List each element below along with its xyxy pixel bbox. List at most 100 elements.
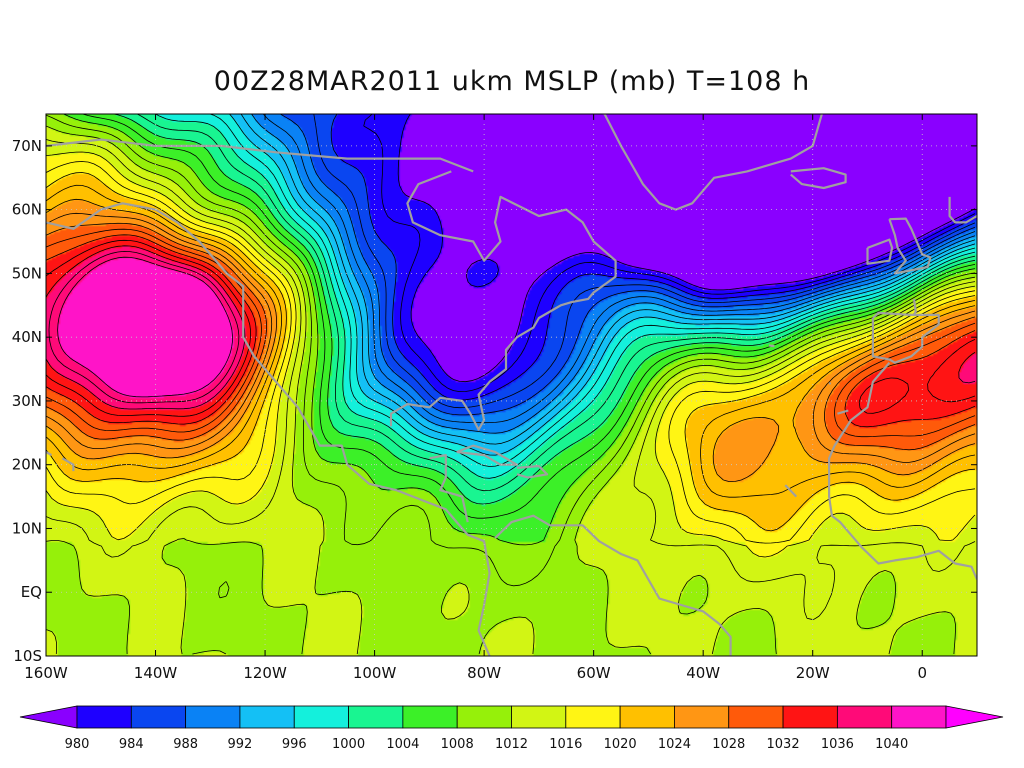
lat-label: 40N [12,328,42,346]
colorbar-swatch [239,705,295,729]
lon-label: 40W [686,664,720,682]
isobar-986 [313,114,976,409]
colorbar-swatch [76,705,132,729]
colorbar-swatch [891,705,947,729]
colorbar-swatch [674,705,730,729]
pressure-field [46,114,977,656]
colorbar-label: 1004 [386,737,419,752]
isobar-1034 [46,239,976,417]
pressure-shading [46,114,977,656]
coastline-0 [46,138,474,173]
isobar-1002 [137,114,976,492]
colorbar-swatch [565,705,621,729]
colorbar-label: 1012 [495,737,528,752]
colorbar-label: 1016 [549,737,582,752]
coastline-6 [494,514,732,656]
isobar-1006 [82,114,976,519]
isobar-994 [240,114,976,445]
lat-label: 30N [12,392,42,410]
isobar-1032 [46,234,976,428]
map-title: 00Z28MAR2011 ukm MSLP (mb) T=108 h [213,66,811,97]
isobar-1016 [46,151,976,558]
isobar-992 [251,114,976,434]
colorbar: 980 984 988 992 996 1000 1004 1008 1012 1016 1020 1… [19,705,1004,752]
colorbar-label: 1000 [332,737,365,752]
lat-label: 50N [12,264,42,282]
lon-label: 120W [243,664,287,682]
colorbar-label: 1032 [767,737,800,752]
coastline-1 [46,202,491,656]
colorbar-label: 1028 [712,737,745,752]
isobar-1038 [48,251,240,404]
colorbar-label: 1024 [658,737,691,752]
coastline-19 [837,409,849,415]
lon-label: 80W [467,664,501,682]
coastline-18 [828,382,832,385]
coastline-5 [516,464,549,479]
lon-label: 160W [24,664,68,682]
coastline-12 [871,311,940,364]
lat-label: 10S [13,647,42,665]
lat-label: 70N [12,137,42,155]
coastline-15 [46,451,53,457]
lat-label: 10N [12,519,42,537]
lat-label: EQ [21,583,42,601]
isobar-1010 [46,114,976,599]
colorbar-swatch [348,705,404,729]
gridlines [46,114,977,656]
colorbar-swatch [782,705,838,729]
colorbar-swatch [185,705,241,729]
coastline-17 [768,344,775,348]
lon-label: 100W [353,664,397,682]
isobar-996 [229,114,976,456]
isobar-1012 [46,125,976,655]
coastline-9 [866,238,894,265]
colorbar-label: 984 [119,737,144,752]
colorbar-label: 1036 [821,737,854,752]
colorbar-label: 1040 [875,737,908,752]
isobar-1024 [46,198,976,482]
lon-label: 20W [796,664,830,682]
isobar-980 [397,114,976,383]
isobar-1040 [57,256,233,398]
colorbar-high-arrow [945,705,1004,729]
isobar-984 [330,114,976,401]
colorbar-swatch [619,705,675,729]
colorbar-swatch [293,705,349,729]
colorbar-label: 1020 [604,737,637,752]
coastline-3 [429,454,469,523]
lat-label: 60N [12,201,42,219]
lon-label: 140W [134,664,178,682]
colorbar-swatch [456,705,512,729]
colorbar-label: 988 [173,737,198,752]
isobar-998 [209,114,976,467]
lon-label: 60W [577,664,611,682]
coastline-16 [61,457,75,472]
isobar-1022 [46,184,976,498]
colorbar-label: 992 [228,737,253,752]
colorbar-low-arrow [19,705,78,729]
isobar-1000 [155,114,976,479]
coastlines [46,114,977,656]
isobar-1018 [46,161,976,544]
coastline-14 [828,361,977,580]
coastline-13 [912,298,917,316]
colorbar-swatch [130,705,187,729]
colorbar-label: 1008 [441,737,474,752]
colorbar-label: 996 [282,737,307,752]
coastline-11 [948,196,977,224]
colorbar-swatch [511,705,567,729]
coastline-7 [600,114,824,211]
lon-label: 0 [917,664,927,682]
colorbar-swatch [836,705,893,729]
plot-frame [45,113,978,657]
lat-label: 20N [12,456,42,474]
colorbar-swatch [402,705,458,729]
coastline-2 [389,170,617,431]
isobar-contours [46,114,976,655]
coastline-8 [790,167,847,190]
colorbar-label: 980 [65,737,90,752]
isobar-1026 [46,212,976,463]
colorbar-swatch [728,705,784,729]
